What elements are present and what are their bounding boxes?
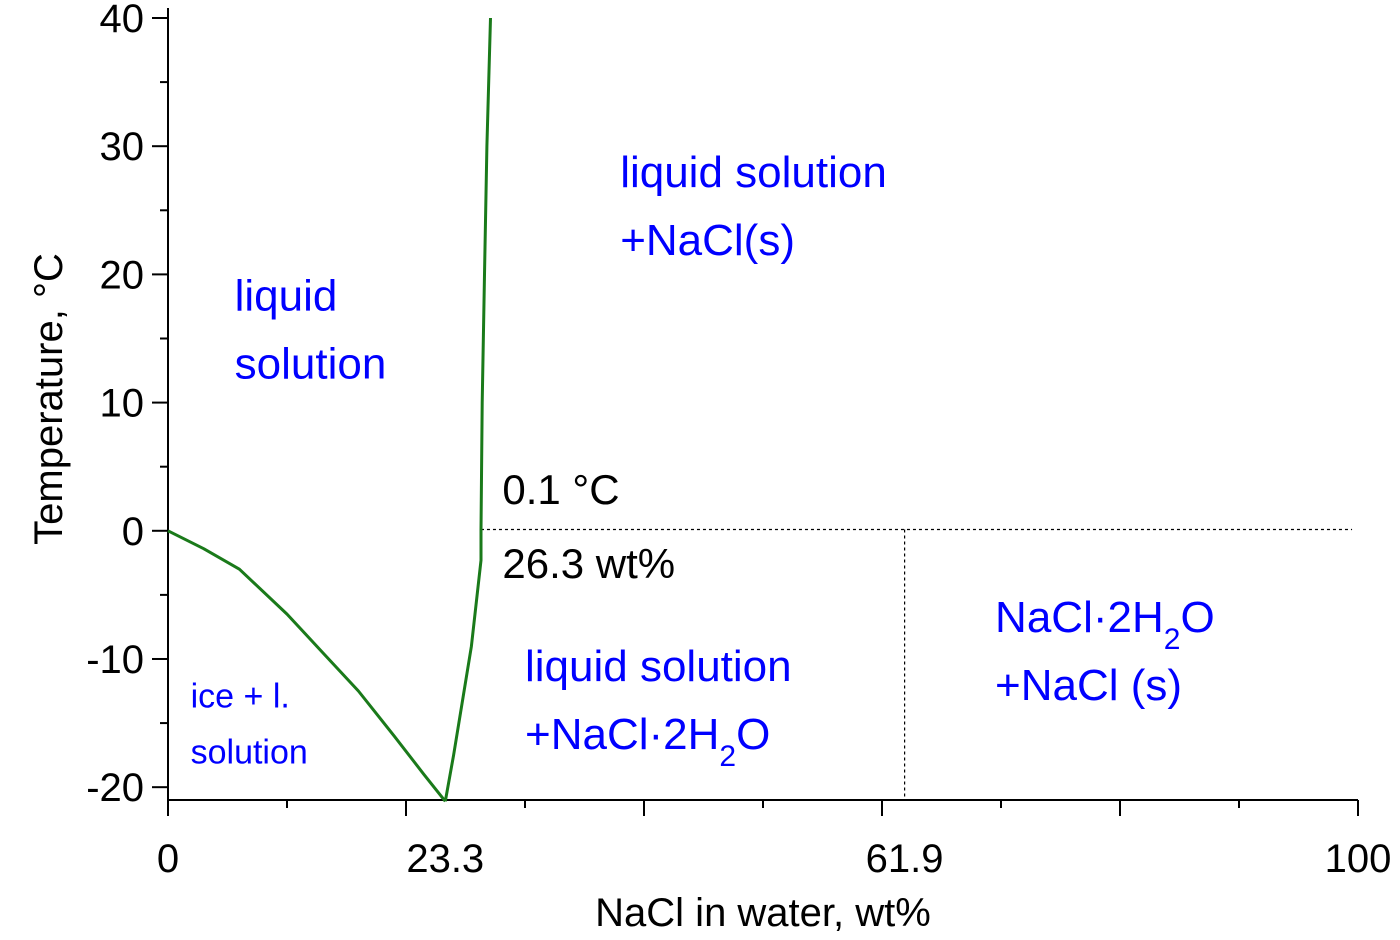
region-label-line: ice + l. — [191, 678, 290, 716]
y-tick-label: 0 — [122, 510, 144, 554]
reference-lines — [480, 528, 1353, 800]
liquidus-curve-ice — [167, 529, 447, 803]
region-label: liquid solution +NaCl(s) — [620, 148, 887, 265]
region-label-line: liquid — [235, 271, 338, 320]
region-label-line: +NaCl(s) — [620, 216, 795, 265]
region-label: ice + l. solution — [191, 678, 308, 772]
region-label-line: liquid solution — [620, 148, 887, 197]
region-label: NaCl·2H2O +NaCl (s) — [995, 593, 1215, 710]
region-label-line: NaCl·2H2O — [995, 593, 1215, 656]
x-tick-label: 100 — [1325, 837, 1392, 881]
y-tick-label: 30 — [100, 125, 145, 169]
annotation-label: 0.1 °C — [502, 466, 619, 513]
y-tick-label: 20 — [100, 253, 145, 297]
region-label-line: solution — [191, 734, 308, 772]
phase-boundaries — [167, 17, 492, 803]
region-label-line: solution — [235, 339, 387, 388]
y-tick-label: 40 — [100, 0, 145, 41]
y-tick-label: -20 — [86, 766, 144, 810]
x-tick-label: 23.3 — [406, 837, 484, 881]
x-tick-label: 0 — [157, 837, 179, 881]
annotation-label: 26.3 wt% — [502, 540, 675, 587]
region-label-line: +NaCl (s) — [995, 661, 1182, 710]
y-axis-title: Temperature, °C — [27, 253, 71, 545]
solubility-curve — [443, 17, 492, 802]
y-tick-label: -10 — [86, 638, 144, 682]
x-tick-label: 61.9 — [866, 837, 944, 881]
region-label: liquid solution — [235, 271, 387, 388]
x-axis-title: NaCl in water, wt% — [595, 891, 931, 935]
region-label-line: liquid solution — [525, 642, 792, 691]
region-label-line: +NaCl·2H2O — [525, 710, 770, 773]
region-label: liquid solution +NaCl·2H2O — [525, 642, 792, 773]
y-tick-label: 10 — [100, 382, 145, 426]
